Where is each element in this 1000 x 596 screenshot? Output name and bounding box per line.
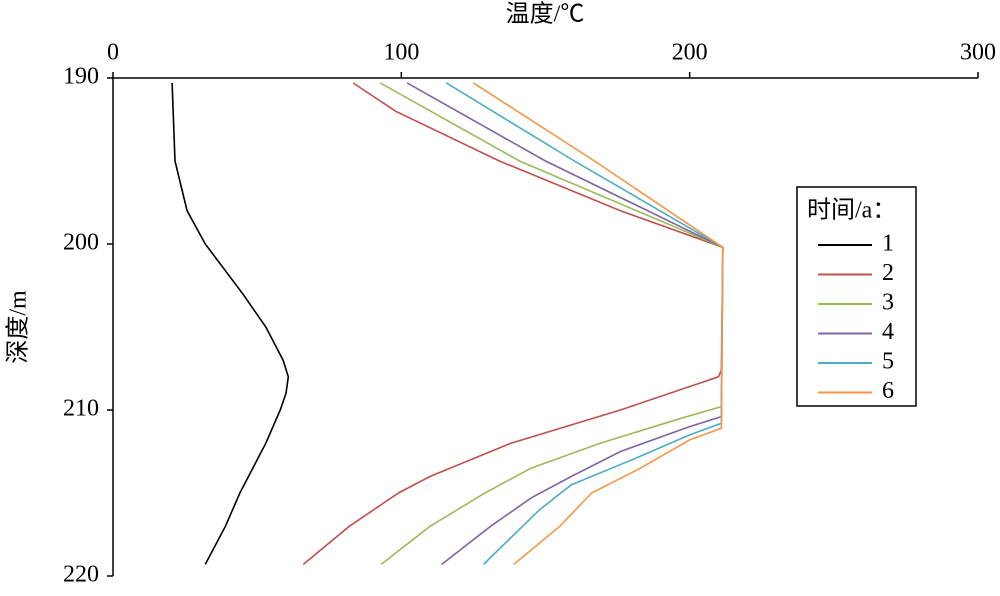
y-tick-label: 190: [63, 64, 99, 90]
x-axis-title: 温度/℃: [506, 1, 585, 28]
x-tick-label: 0: [107, 40, 119, 66]
legend-label: 2: [882, 260, 894, 286]
legend-label: 5: [882, 349, 894, 375]
series-line: [472, 82, 724, 565]
series-line: [406, 82, 724, 566]
x-tick-label: 100: [383, 40, 419, 66]
legend-label: 6: [882, 378, 894, 404]
series-line: [171, 82, 290, 565]
series-line: [379, 82, 724, 566]
legend-label: 3: [882, 290, 894, 316]
y-tick-label: 220: [63, 562, 99, 588]
series-line: [445, 82, 724, 565]
legend-box: [796, 186, 917, 407]
y-tick-label: 200: [63, 230, 99, 256]
x-tick-label: 300: [960, 40, 996, 66]
legend-label: 4: [882, 319, 894, 345]
y-tick-label: 210: [63, 396, 99, 422]
legend-label: 1: [882, 231, 894, 257]
y-axis-title: 深度/m: [5, 290, 32, 364]
series-line: [302, 82, 724, 565]
legend-title: 时间/a：: [807, 197, 896, 224]
x-tick-label: 200: [672, 40, 708, 66]
